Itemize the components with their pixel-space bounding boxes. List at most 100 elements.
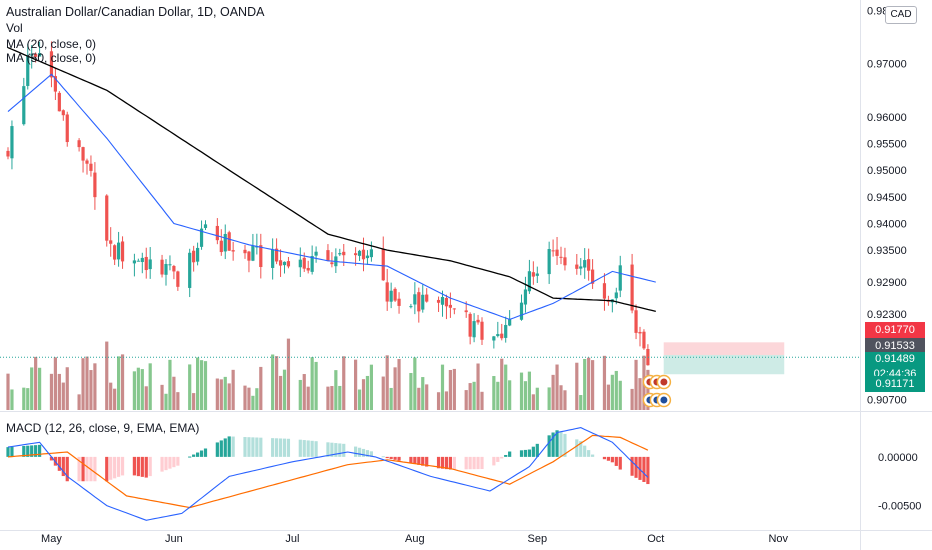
- volume-bar: [227, 383, 231, 410]
- macd-histogram-bar: [132, 456, 136, 476]
- price-axis[interactable]: 0.980000.970000.960000.955000.950000.945…: [867, 5, 921, 512]
- volume-bar: [330, 386, 334, 410]
- event-flags[interactable]: [642, 374, 672, 408]
- volume-bar: [132, 371, 136, 410]
- time-axis[interactable]: May Jun Jul Aug Sep Oct Nov: [41, 533, 788, 545]
- macd-histogram-bar: [602, 456, 607, 460]
- candle-body: [602, 283, 607, 299]
- macd-histogram-bar: [144, 456, 148, 478]
- macd-histogram-bar: [65, 456, 69, 482]
- candle-body: [472, 321, 476, 338]
- target-zone: [663, 354, 785, 375]
- volume-bar: [579, 395, 583, 410]
- volume-bar: [326, 386, 330, 410]
- volume-bar: [551, 374, 555, 410]
- volume-bar: [136, 367, 140, 410]
- macd-histogram-bar: [278, 438, 283, 457]
- volume-legend[interactable]: Vol: [6, 21, 23, 35]
- candle-body: [310, 256, 314, 272]
- candle-body: [563, 257, 567, 266]
- macd-histogram-bar: [385, 456, 389, 459]
- candle-body: [53, 76, 57, 92]
- volume-bar: [120, 354, 125, 410]
- volume-bar: [555, 364, 559, 410]
- macd-legend[interactable]: MACD (12, 26, close, 9, EMA, EMA): [6, 421, 200, 435]
- macd-histogram-bar: [136, 456, 140, 477]
- candle-body: [219, 240, 223, 253]
- macd-histogram-bar: [464, 456, 468, 470]
- volume-bar: [26, 388, 30, 410]
- volume-bar: [381, 376, 385, 410]
- candle-body: [314, 251, 318, 256]
- volume-bar: [365, 375, 370, 410]
- candle-body: [105, 195, 109, 241]
- candle-body: [330, 262, 334, 265]
- macd-histogram-bar: [583, 445, 587, 457]
- macd-histogram-bar: [259, 437, 263, 457]
- volume-bar: [81, 358, 85, 410]
- candle-body: [203, 224, 208, 229]
- candle-body: [591, 269, 595, 284]
- candle-body: [164, 264, 168, 275]
- macd-histogram-bar: [440, 456, 445, 469]
- volume-bar: [338, 385, 342, 410]
- volume-bar: [199, 360, 204, 410]
- volume-bar: [468, 383, 472, 410]
- macd-histogram-bar: [105, 456, 109, 482]
- macd-histogram-bar: [369, 451, 373, 457]
- macd-histogram-bar: [6, 447, 10, 457]
- macd-histogram-bar: [413, 456, 417, 465]
- volume-bar: [575, 362, 579, 410]
- macd-histogram-bar: [306, 440, 310, 457]
- candle-body: [634, 310, 638, 333]
- candle-body: [286, 261, 291, 267]
- time-tick-label: Jul: [285, 533, 299, 545]
- ma50-legend[interactable]: MA (50, close, 0): [6, 51, 97, 65]
- candle-body: [176, 271, 180, 287]
- volume-bar: [354, 359, 358, 410]
- volume-bar: [117, 356, 121, 410]
- macd-histogram-bar: [357, 447, 362, 457]
- volume-bar: [89, 370, 93, 410]
- candle-body: [251, 245, 255, 261]
- position-box[interactable]: [663, 342, 785, 375]
- macd-histogram-bar: [231, 436, 235, 457]
- currency-button[interactable]: CAD: [885, 6, 917, 24]
- candle-body: [508, 319, 512, 326]
- macd-histogram-bar: [634, 456, 638, 478]
- ma50-line: [7, 47, 656, 313]
- volume-bar: [393, 367, 397, 410]
- volume-bar: [508, 380, 512, 410]
- macd-histogram-bar: [117, 456, 121, 477]
- candle-body: [326, 250, 330, 262]
- macd-histogram-bar: [342, 443, 346, 457]
- candle-body: [243, 249, 247, 254]
- macd-histogram-bar: [508, 451, 512, 457]
- candle-body: [227, 232, 231, 251]
- candle-body: [93, 172, 97, 198]
- candle-body: [440, 297, 445, 305]
- candle-body: [551, 250, 555, 252]
- macd-histogram-bar: [559, 432, 563, 457]
- macd-histogram-bar: [436, 456, 441, 469]
- candle-body: [120, 241, 125, 262]
- macd-histogram-bar: [227, 436, 231, 457]
- macd-histogram-bar: [168, 456, 172, 469]
- ma20-legend[interactable]: MA (20, close, 0): [6, 37, 97, 51]
- candle-body: [448, 304, 452, 308]
- candle-body: [468, 313, 472, 337]
- volume-bar: [602, 355, 607, 410]
- volume-bar: [389, 387, 393, 410]
- macd-histogram-bar: [223, 438, 227, 457]
- volume-bar: [527, 371, 531, 410]
- macd-histogram-bar: [500, 456, 504, 459]
- volume-bar: [251, 395, 255, 410]
- volume-bar: [286, 338, 291, 410]
- volume-bar: [472, 381, 476, 410]
- macd-histogram-bar: [555, 430, 559, 457]
- canada-flag-icon: [660, 378, 668, 386]
- candlesticks: [6, 41, 650, 366]
- macd-histogram-bar: [172, 456, 176, 468]
